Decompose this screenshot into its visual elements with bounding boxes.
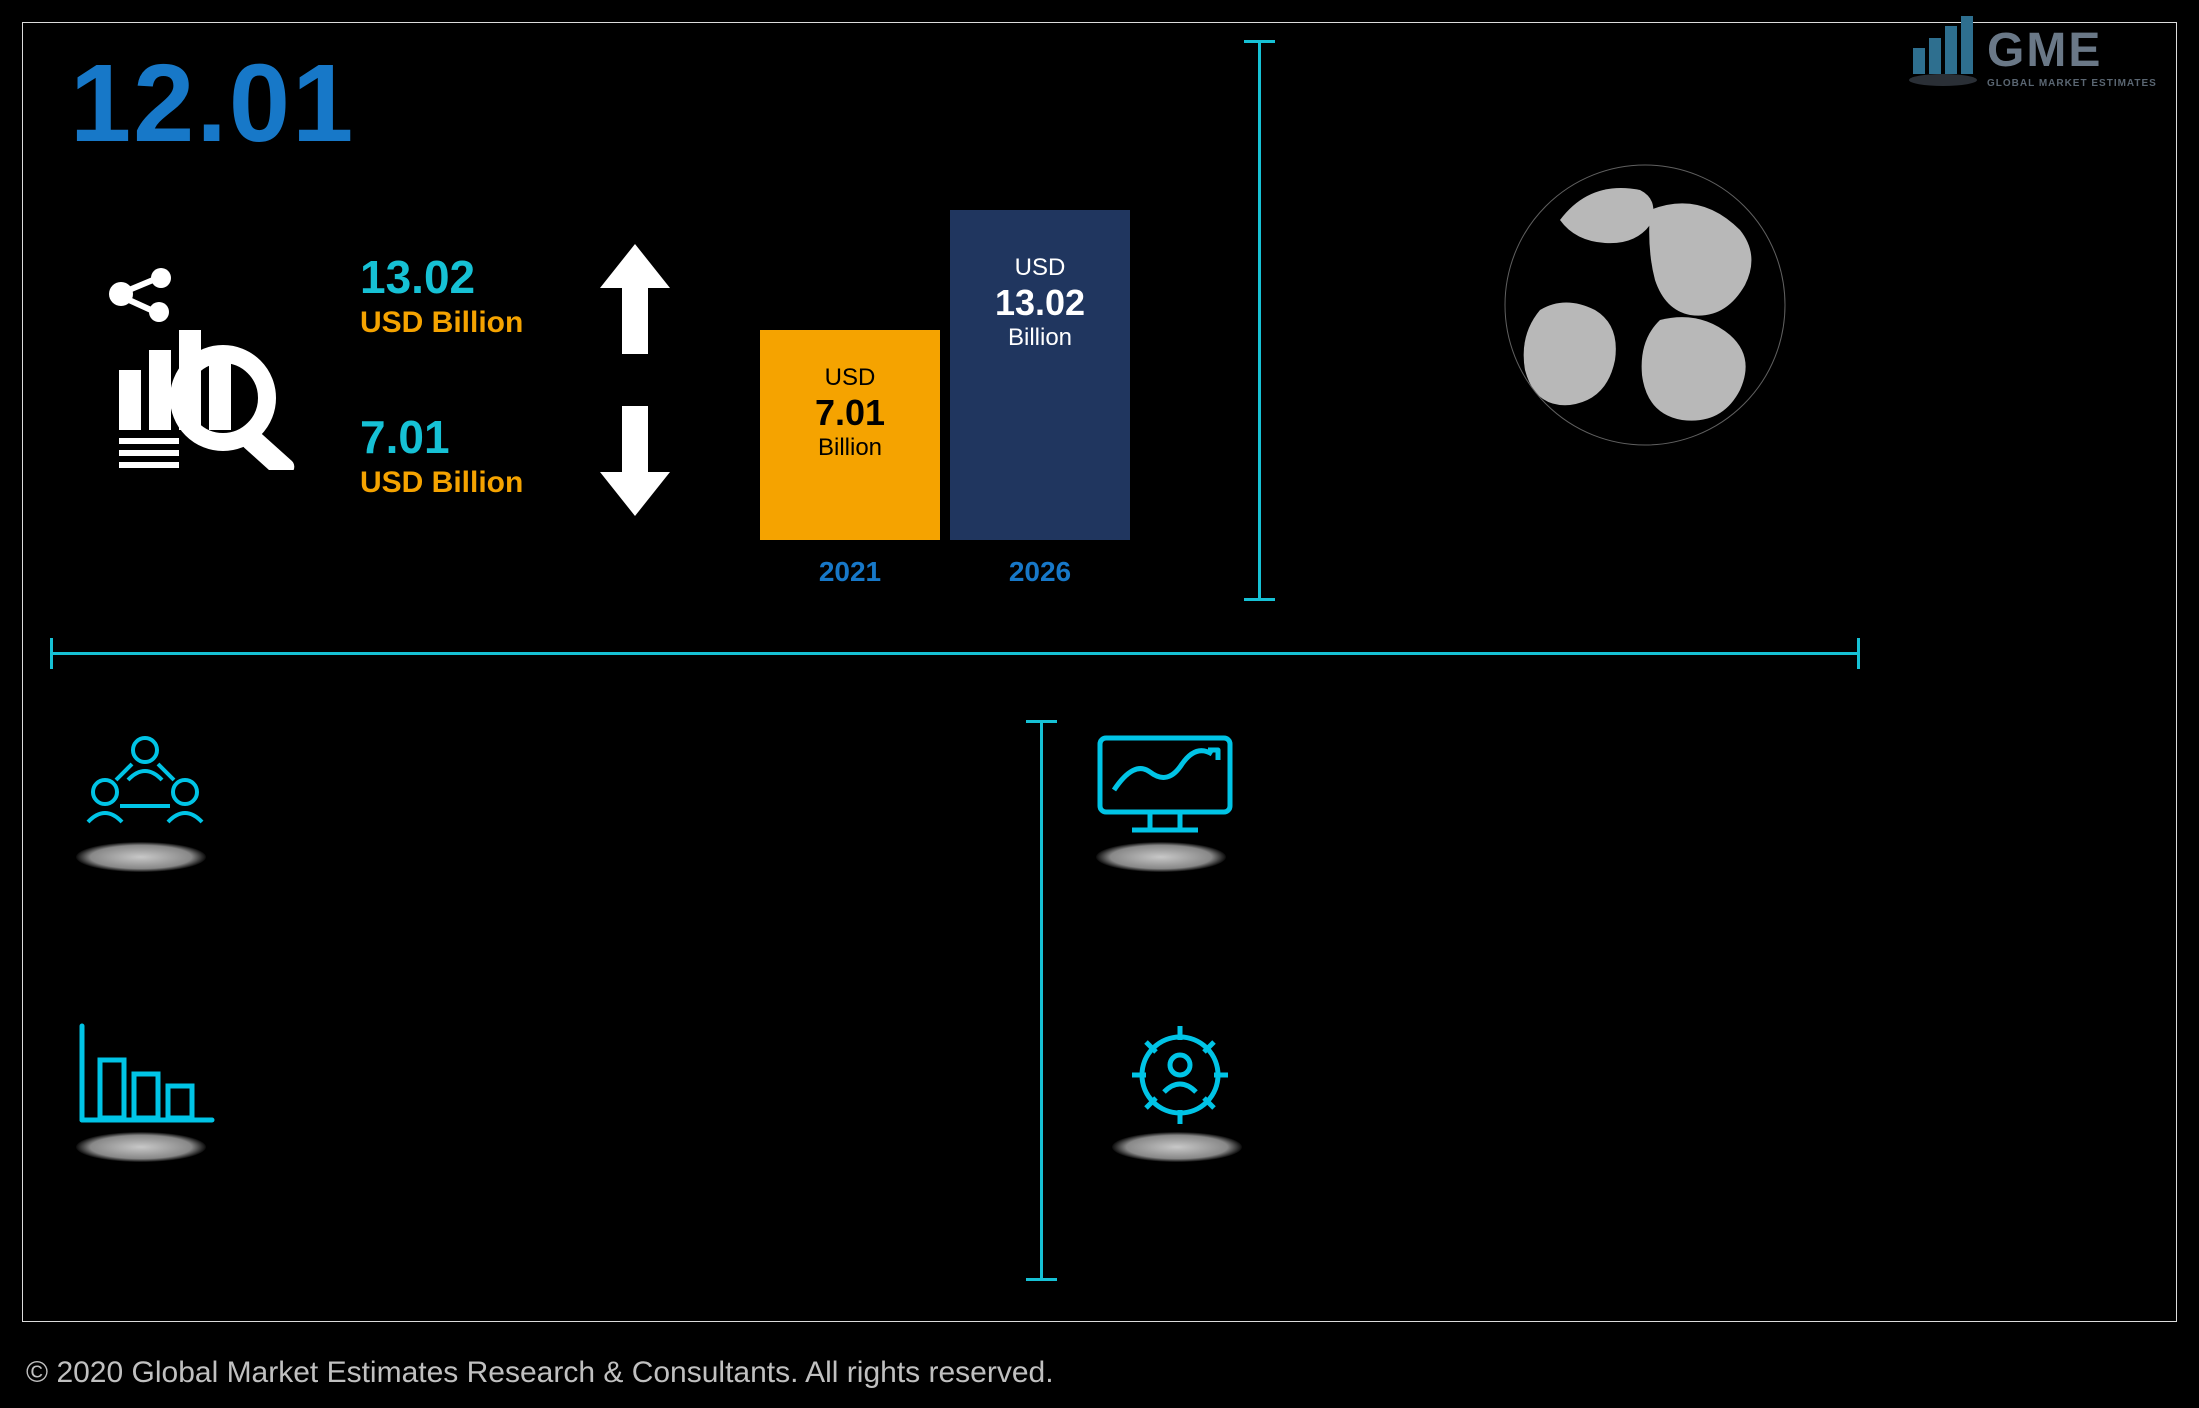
bar-2021-billion: Billion [760,434,940,462]
bar-2026-billion: Billion [950,324,1130,352]
bar-2021-usd: USD [760,364,940,392]
divider-mid-vertical-tick-top [1026,720,1057,723]
copyright-text: © 2020 Global Market Estimates Research … [26,1356,1054,1390]
bar-chart-shadow [76,1132,206,1162]
bar-2026-year: 2026 [950,556,1130,588]
logo-bars-icon [1909,16,1977,86]
bar-2026-usd: USD [950,254,1130,282]
arrow-down-icon [600,406,670,521]
analytics-search-icon [95,260,315,470]
divider-horizontal [50,652,1860,655]
bar-2026-value: 13.02 [950,282,1130,324]
globe-icon [1500,160,1790,450]
bar-2021-year: 2021 [760,556,940,588]
divider-top-vertical [1258,40,1261,600]
divider-horizontal-tick-left [50,638,53,669]
bar-chart-icon [70,1020,220,1130]
monitor-trend-shadow [1096,842,1226,872]
divider-top-vertical-tick-top [1244,40,1275,43]
metric-low-unit: USD Billion [360,466,523,500]
divider-mid-vertical [1040,720,1043,1280]
target-person-shadow [1112,1132,1242,1162]
divider-mid-vertical-tick-bot [1026,1278,1057,1281]
bar-2026: USD 13.02 Billion [950,210,1130,540]
monitor-trend-icon [1090,730,1240,840]
svg-text:GME: GME [1987,24,2102,77]
people-share-icon [70,730,220,840]
divider-horizontal-tick-right [1857,638,1860,669]
target-person-icon [1120,1020,1240,1130]
metric-high-value: 13.02 [360,250,475,304]
headline-cagr-value: 12.01 [70,40,355,167]
svg-text:GLOBAL MARKET ESTIMATES: GLOBAL MARKET ESTIMATES [1987,78,2157,89]
metric-low-value: 7.01 [360,410,450,464]
people-share-shadow [76,842,206,872]
metric-high-unit: USD Billion [360,306,523,340]
bar-2021: USD 7.01 Billion [760,330,940,540]
arrow-up-icon [600,244,670,359]
gme-logo: GME GLOBAL MARKET ESTIMATES [1909,14,2169,104]
bar-2021-value: 7.01 [760,392,940,434]
divider-top-vertical-tick-bot [1244,598,1275,601]
